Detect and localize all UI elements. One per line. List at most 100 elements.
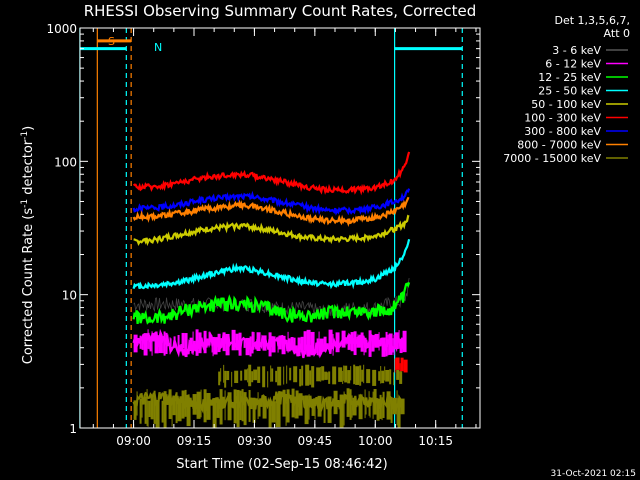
- band-1-seg-9: [158, 335, 163, 354]
- band-3-seg-29: [316, 367, 321, 382]
- band-0-seg-49: [294, 398, 296, 419]
- band-3-seg-56: [396, 369, 400, 380]
- legend-label-7: 800 - 7000 keV: [517, 139, 601, 152]
- band-3-seg-48: [372, 369, 377, 386]
- band-1-seg-59: [323, 336, 327, 352]
- band-1-seg-6: [149, 337, 152, 352]
- band-1-seg-5: [148, 332, 150, 350]
- plot-frame: [79, 27, 481, 429]
- series-line-6: [132, 188, 411, 216]
- band-1-seg-55: [310, 331, 315, 356]
- band-0-seg-40: [262, 396, 267, 419]
- band-3-seg-4: [226, 370, 230, 381]
- band-3-seg-8: [244, 369, 248, 381]
- band-0-seg-41: [268, 399, 272, 428]
- n-label: N: [154, 41, 162, 54]
- band-0-seg-46: [285, 401, 287, 426]
- band-0-seg-76: [382, 391, 385, 418]
- band-0-seg-44: [276, 395, 281, 428]
- band-3-seg-51: [381, 370, 385, 384]
- band-3-seg-43: [355, 366, 360, 385]
- band-0-seg-4: [144, 396, 147, 424]
- band-3-seg-40: [347, 370, 351, 384]
- band-3-seg-32: [324, 371, 328, 380]
- band-3-seg-44: [359, 365, 362, 386]
- y-tick-label-3: 1000: [46, 22, 77, 36]
- band-3-seg-24: [299, 369, 302, 387]
- x-tick-label-1: 09:15: [177, 434, 212, 448]
- band-3-seg-34: [328, 371, 331, 384]
- band-1-seg-30: [222, 332, 226, 352]
- band-0-seg-15: [172, 397, 176, 416]
- y-axis-label-sup1: -1: [20, 199, 30, 208]
- band-1-seg-84: [402, 330, 407, 353]
- band-1-seg-7: [151, 331, 153, 356]
- legend-label-5: 100 - 300 keV: [524, 112, 601, 125]
- band-0-seg-9: [153, 390, 156, 424]
- band-0-seg-57: [323, 400, 326, 423]
- band-1-seg-31: [225, 333, 230, 356]
- band-3-seg-18: [275, 370, 278, 383]
- y-tick-label-0: 1: [69, 422, 77, 436]
- band-3-seg-9: [247, 368, 249, 383]
- band-3-seg-41: [350, 366, 352, 381]
- band-1-seg-54: [306, 329, 311, 357]
- band-3: [218, 364, 403, 388]
- band-3-seg-49: [378, 371, 381, 381]
- band-3-seg-50: [380, 366, 382, 384]
- band-3-seg-35: [332, 366, 337, 385]
- band-3-seg-1: [220, 368, 222, 382]
- band-0-seg-52: [304, 395, 309, 425]
- legend-label-3: 25 - 50 keV: [538, 85, 601, 98]
- band-0-seg-14: [171, 398, 173, 427]
- band-1-seg-38: [251, 331, 254, 354]
- x-tick-label-3: 09:45: [298, 434, 333, 448]
- band-3-seg-7: [240, 370, 243, 381]
- band-0-seg-5: [146, 389, 148, 426]
- band-0-seg-30: [227, 392, 232, 421]
- band-3-seg-10: [248, 364, 252, 387]
- band-1-seg-8: [154, 335, 159, 354]
- band-0-seg-2: [139, 398, 142, 424]
- band-1-seg-80: [393, 334, 395, 356]
- band-3-seg-45: [361, 369, 364, 382]
- band-0-seg-53: [308, 394, 310, 420]
- legend-label-4: 50 - 100 keV: [531, 98, 601, 111]
- band-3-seg-5: [231, 371, 233, 387]
- band-3-seg-15: [267, 371, 269, 388]
- band-3-seg-12: [253, 369, 258, 381]
- axes: 1 10 100 1000 09:00 09:15 09:30 09:45 10:00 10:15: [46, 22, 481, 448]
- legend-label-2: 12 - 25 keV: [538, 71, 601, 84]
- y-axis-label-end: ): [21, 126, 36, 131]
- band-1-seg-2: [141, 337, 144, 350]
- band-0-seg-42: [271, 401, 276, 423]
- band-3-seg-42: [353, 364, 356, 385]
- legend-label-8: 7000 - 15000 keV: [503, 152, 601, 165]
- band-3-seg-57: [399, 371, 403, 384]
- band-1-seg-3: [143, 333, 148, 356]
- series-line-8: [132, 390, 405, 414]
- band-3-seg-28: [311, 366, 315, 388]
- y-axis-label-main: Corrected Count Rate (s: [21, 208, 36, 365]
- band-2-seg-4: [403, 359, 408, 373]
- band-3-seg-54: [389, 369, 392, 385]
- band-0-seg-20: [186, 397, 191, 427]
- band-3-seg-23: [293, 366, 298, 383]
- band-1-seg-14: [170, 338, 172, 350]
- band-3-seg-19: [277, 366, 282, 386]
- band-1-seg-33: [235, 333, 239, 351]
- band-2-seg-0: [394, 358, 396, 373]
- band-3-seg-14: [262, 366, 266, 388]
- band-0-seg-13: [168, 389, 172, 420]
- legend-title-line-0: Det 1,3,5,6,7,: [554, 14, 630, 27]
- x-tick-label-5: 10:15: [418, 434, 453, 448]
- band-3-seg-39: [344, 365, 348, 383]
- band-2: [394, 357, 408, 374]
- band-1-seg-75: [381, 337, 386, 357]
- band-0-seg-43: [275, 394, 277, 428]
- chart-title: RHESSI Observing Summary Count Rates, Co…: [84, 2, 477, 20]
- band-3-seg-21: [286, 365, 288, 384]
- band-3-seg-16: [270, 365, 272, 382]
